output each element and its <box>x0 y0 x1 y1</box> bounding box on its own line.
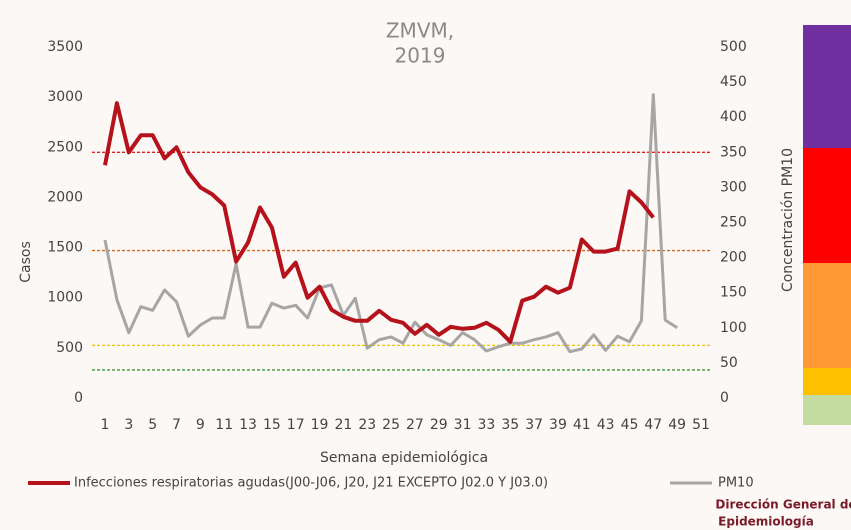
y2-tick-label: 150 <box>720 285 747 301</box>
x-tick-label: 5 <box>148 417 157 433</box>
x-tick-label: 3 <box>124 417 133 433</box>
title-line: ZMVM, <box>386 19 454 43</box>
x-tick-label: 21 <box>334 417 352 433</box>
scale-red <box>803 148 851 263</box>
scale-yellow <box>803 368 851 395</box>
x-tick-label: 35 <box>501 417 519 433</box>
x-tick-label: 47 <box>644 417 662 433</box>
x-tick-label: 17 <box>287 417 305 433</box>
y-tick-label: 0 <box>74 390 83 406</box>
x-tick-label: 23 <box>358 417 376 433</box>
logo-line: Epidemiología <box>718 515 814 529</box>
y-axis-label: Casos <box>18 241 34 283</box>
y-tick-label: 500 <box>56 340 83 356</box>
x-tick-label: 39 <box>549 417 567 433</box>
x-tick-label: 45 <box>621 417 639 433</box>
scale-orange <box>803 263 851 368</box>
x-tick-label: 41 <box>573 417 591 433</box>
y-tick-label: 2000 <box>47 189 83 205</box>
y2-tick-label: 450 <box>720 74 747 90</box>
x-axis-label: Semana epidemiológica <box>320 450 488 466</box>
x-tick-label: 11 <box>215 417 233 433</box>
y-tick-label: 3500 <box>47 39 83 55</box>
logo-line: Dirección General de <box>715 498 851 512</box>
y2-axis-label: Concentración PM10 <box>780 148 796 292</box>
y2-tick-label: 400 <box>720 109 747 125</box>
y2-tick-label: 300 <box>720 179 747 195</box>
x-tick-label: 43 <box>597 417 615 433</box>
x-tick-label: 9 <box>196 417 205 433</box>
x-tick-label: 13 <box>239 417 257 433</box>
legend-label: Infecciones respiratorias agudas(J00-J06… <box>74 476 548 491</box>
x-tick-label: 37 <box>525 417 543 433</box>
scale-purple <box>803 25 851 148</box>
x-tick-label: 51 <box>692 417 710 433</box>
y-tick-label: 2500 <box>47 139 83 155</box>
x-tick-label: 25 <box>382 417 400 433</box>
y-tick-label: 1500 <box>47 240 83 256</box>
x-tick-label: 27 <box>406 417 424 433</box>
x-tick-label: 15 <box>263 417 281 433</box>
y2-tick-label: 250 <box>720 215 747 231</box>
y2-tick-label: 100 <box>720 320 747 336</box>
x-tick-label: 19 <box>311 417 329 433</box>
x-tick-label: 1 <box>101 417 110 433</box>
title-line: 2019 <box>395 44 446 68</box>
x-tick-label: 31 <box>454 417 472 433</box>
y-tick-label: 1000 <box>47 290 83 306</box>
x-tick-label: 33 <box>478 417 496 433</box>
y2-tick-label: 50 <box>720 355 738 371</box>
x-tick-label: 49 <box>668 417 686 433</box>
y-tick-label: 3000 <box>47 89 83 105</box>
y2-tick-label: 500 <box>720 39 747 55</box>
series-line <box>103 101 655 344</box>
x-tick-label: 7 <box>172 417 181 433</box>
y2-tick-label: 200 <box>720 250 747 266</box>
y2-tick-label: 0 <box>720 390 729 406</box>
legend-label: PM10 <box>718 476 754 491</box>
scale-green <box>803 395 851 425</box>
series-line <box>103 93 679 354</box>
x-tick-label: 29 <box>430 417 448 433</box>
y2-tick-label: 350 <box>720 144 747 160</box>
